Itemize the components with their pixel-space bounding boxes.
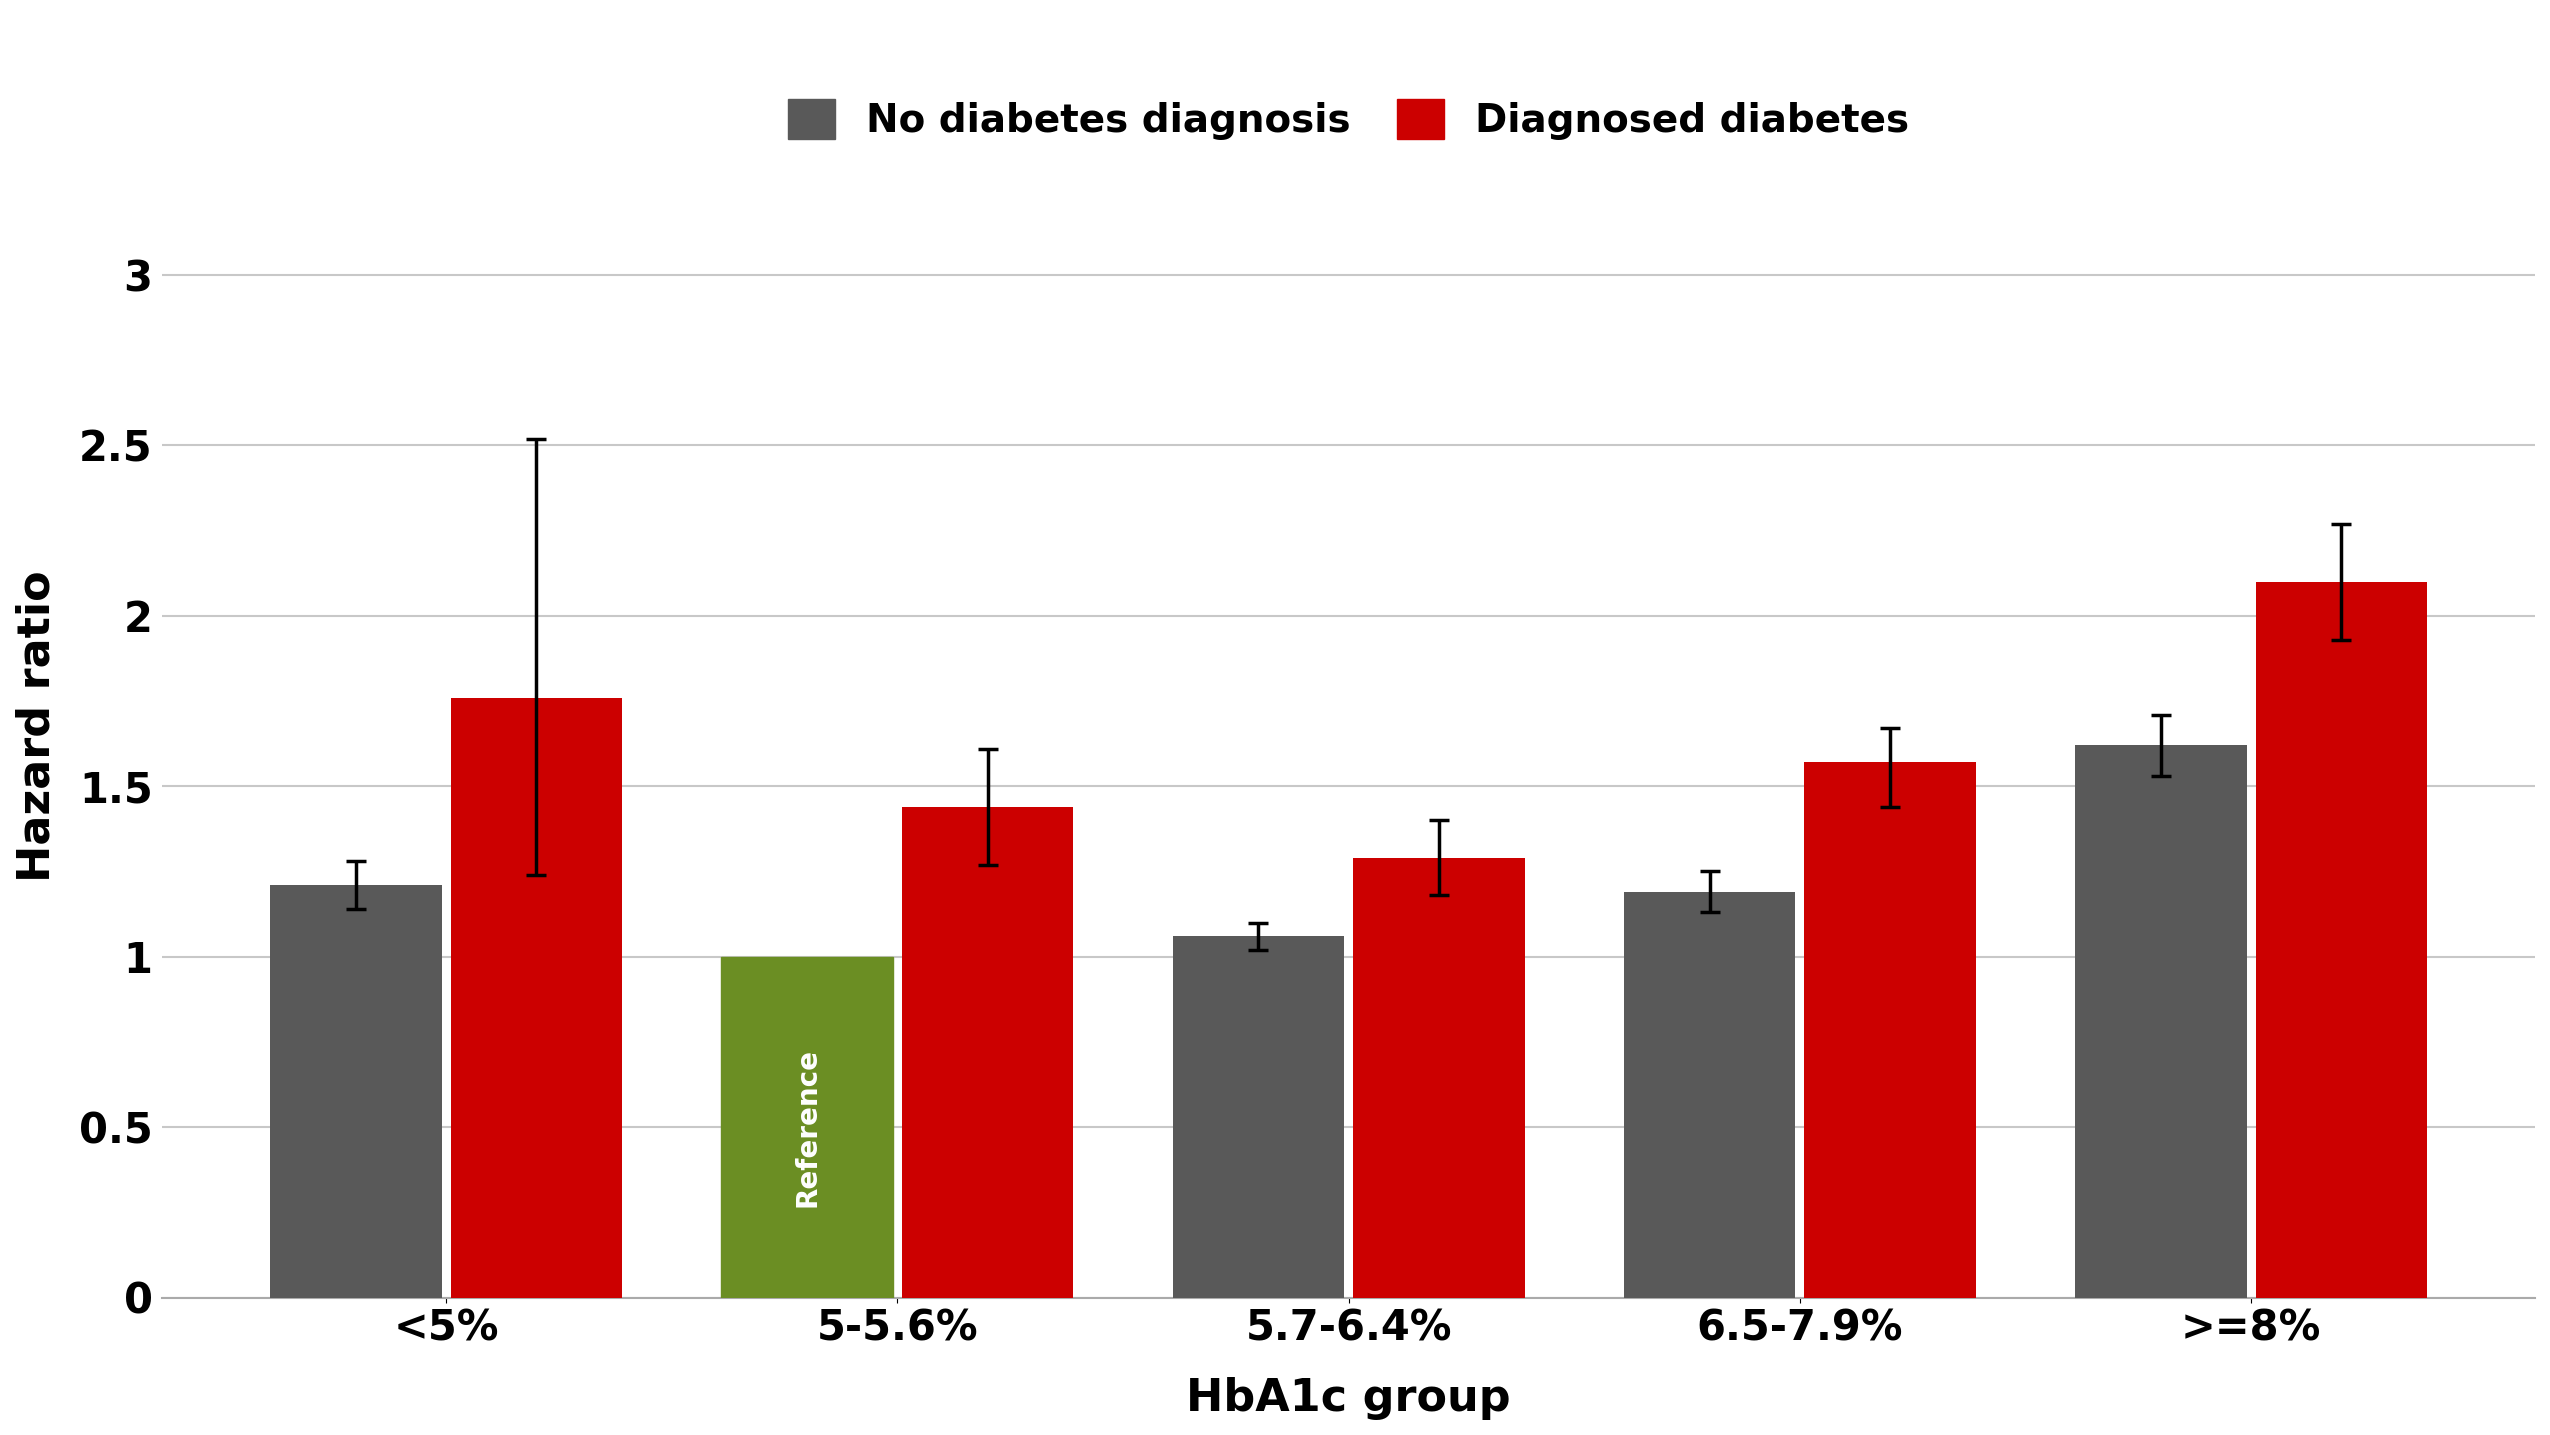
Bar — [451, 697, 622, 1297]
Bar — [1805, 762, 1976, 1297]
Bar — [903, 806, 1074, 1297]
Bar — [2076, 745, 2247, 1297]
Bar — [1354, 858, 1525, 1297]
Bar — [1624, 893, 1795, 1297]
Bar — [1173, 936, 1344, 1297]
Y-axis label: Hazard ratio: Hazard ratio — [15, 571, 59, 883]
X-axis label: HbA1c group: HbA1c group — [1186, 1378, 1512, 1421]
Bar — [270, 885, 441, 1297]
Text: Reference: Reference — [793, 1048, 821, 1207]
Bar — [2257, 581, 2428, 1297]
Legend: No diabetes diagnosis, Diagnosed diabetes: No diabetes diagnosis, Diagnosed diabete… — [773, 83, 1925, 156]
Bar — [722, 957, 892, 1297]
